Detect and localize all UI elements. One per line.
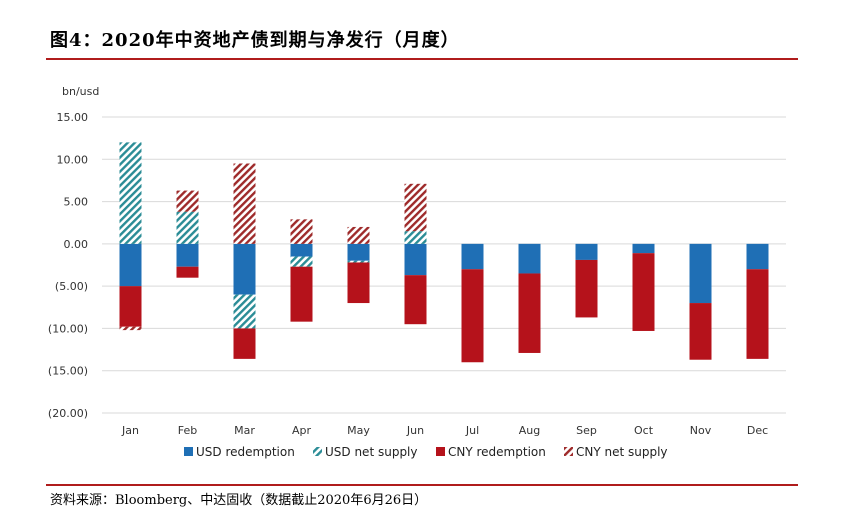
x-tick-label: Sep	[576, 424, 597, 437]
y-tick-label: (20.00)	[48, 407, 88, 420]
bar-cny-redemption-feb	[176, 266, 199, 278]
chart-title: 图4：2020年中资地产债到期与净发行（月度）	[50, 30, 460, 51]
y-tick-label: 15.00	[57, 111, 89, 124]
x-tick-label: Nov	[690, 424, 712, 437]
bar-cny-redemption-apr	[290, 266, 313, 322]
bar-cny-redemption-jun	[404, 275, 427, 325]
legend-label-cny-net-supply: CNY net supply	[576, 445, 668, 459]
bar-usd-redemption-feb	[176, 243, 199, 267]
bar-usd-net-supply-jan	[119, 142, 142, 244]
legend-swatch-cny-net-supply	[564, 447, 573, 456]
bar-cny-redemption-jul	[461, 269, 484, 363]
x-tick-label: Jul	[465, 424, 479, 437]
bar-cny-redemption-dec	[746, 269, 769, 359]
bar-usd-net-supply-feb	[176, 211, 199, 244]
x-tick-label: Feb	[178, 424, 197, 437]
legend-label-usd-redemption: USD redemption	[196, 445, 295, 459]
y-tick-label: (15.00)	[48, 365, 88, 378]
bar-cny-net-supply-jan	[119, 326, 142, 331]
x-tick-label: Oct	[634, 424, 654, 437]
bar-cny-redemption-may	[347, 262, 370, 304]
bar-cny-net-supply-may	[347, 226, 370, 244]
x-tick-label: Jan	[121, 424, 139, 437]
legend-label-cny-redemption: CNY redemption	[448, 445, 546, 459]
bar-cny-redemption-jan	[119, 286, 142, 327]
y-tick-label: 0.00	[64, 238, 89, 251]
bar-usd-redemption-jan	[119, 243, 142, 287]
bar-usd-redemption-sep	[575, 243, 598, 260]
bar-usd-net-supply-apr	[290, 256, 313, 267]
bar-cny-net-supply-jun	[404, 183, 427, 232]
legend-label-usd-net-supply: USD net supply	[325, 445, 418, 459]
bar-usd-redemption-aug	[518, 243, 541, 274]
y-tick-label: (5.00)	[55, 280, 88, 293]
bar-usd-net-supply-jun	[404, 231, 427, 244]
bar-usd-redemption-may	[347, 243, 370, 261]
bar-cny-net-supply-apr	[290, 219, 313, 244]
x-tick-label: Aug	[519, 424, 540, 437]
bar-usd-redemption-jul	[461, 243, 484, 270]
source-note: 资料来源：Bloomberg、中达固收（数据截止2020年6月26日）	[50, 493, 428, 508]
bar-usd-net-supply-may	[347, 260, 370, 263]
x-tick-label: May	[347, 424, 370, 437]
x-tick-label: Jun	[406, 424, 424, 437]
bar-cny-redemption-sep	[575, 259, 598, 318]
y-tick-label: 10.00	[57, 153, 89, 166]
bar-cny-net-supply-feb	[176, 190, 199, 212]
bar-usd-redemption-oct	[632, 243, 655, 254]
legend-swatch-usd-redemption	[184, 447, 193, 456]
bar-usd-net-supply-mar	[233, 294, 256, 329]
bar-cny-redemption-aug	[518, 273, 541, 353]
stacked-bar-chart: bn/usd 15.00 10.00 5.00 0.00 (5.00) (10.00) (1…	[48, 85, 786, 459]
y-tick-label: 5.00	[64, 196, 89, 209]
bar-usd-redemption-nov	[689, 243, 712, 304]
legend-swatch-usd-net-supply	[313, 447, 322, 456]
bar-usd-redemption-jun	[404, 243, 427, 276]
bar-cny-redemption-mar	[233, 328, 256, 359]
title-rule	[46, 58, 798, 60]
x-tick-label: Mar	[234, 424, 255, 437]
footer-rule	[46, 484, 798, 486]
x-tick-label: Apr	[292, 424, 312, 437]
bar-usd-redemption-apr	[290, 243, 313, 257]
y-axis-label: bn/usd	[62, 85, 99, 98]
bar-cny-net-supply-mar	[233, 163, 256, 244]
bar-cny-redemption-oct	[632, 253, 655, 331]
bar-usd-redemption-dec	[746, 243, 769, 270]
legend-swatch-cny-redemption	[436, 447, 445, 456]
x-tick-label: Dec	[747, 424, 768, 437]
bar-cny-redemption-nov	[689, 303, 712, 360]
y-tick-label: (10.00)	[48, 322, 88, 335]
bar-usd-redemption-mar	[233, 243, 256, 295]
